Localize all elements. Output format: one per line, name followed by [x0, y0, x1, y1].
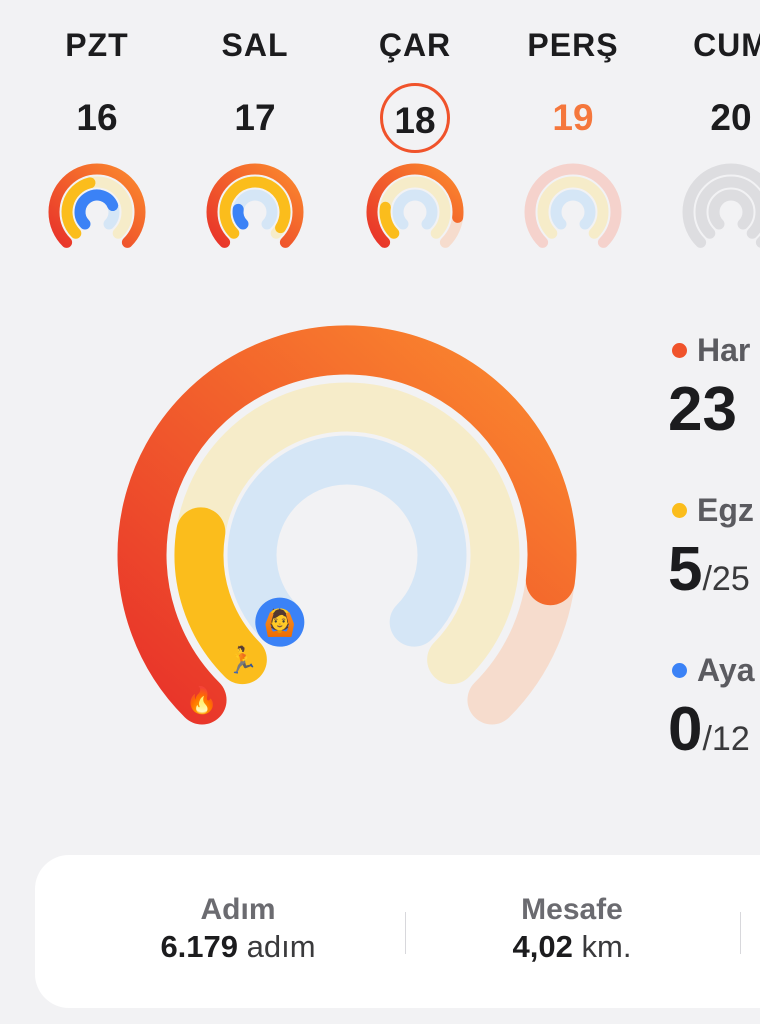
metric-label: Aya [697, 651, 755, 688]
metric-goal: /12 [702, 720, 750, 758]
exercise-ring-progress [219, 176, 291, 239]
day-number-selected: 18 [380, 83, 450, 153]
flame-icon: 🔥 [186, 685, 218, 716]
metric-label: Har [697, 331, 751, 368]
running-person-icon: 🏃 [226, 645, 258, 676]
svg-text:🔥: 🔥 [186, 685, 218, 716]
stand-ring-track [227, 435, 467, 647]
exercise-ring-progress [174, 507, 267, 685]
metric-goal: /25 [702, 560, 750, 598]
day-monday[interactable]: PZT 16 [27, 25, 167, 153]
divider [405, 912, 406, 954]
daily-activity-rings [48, 163, 760, 248]
day-ring-19[interactable] [524, 163, 622, 248]
distance-unit: km. [581, 929, 632, 964]
stand-ring-track [550, 189, 596, 230]
move-ring-progress [366, 163, 464, 248]
day-friday[interactable]: CUM 20 [661, 25, 760, 153]
day-name: PZT [65, 27, 129, 63]
exercise-ring-track [695, 176, 760, 239]
stand-ring-track [708, 189, 754, 230]
metric-exercise[interactable]: Egz 5/25 [668, 490, 760, 650]
divider [740, 912, 741, 954]
activity-rings-main: 🔥 🏃🙆 [117, 325, 577, 725]
steps-stat[interactable]: Adım 6.179 adım [88, 893, 388, 965]
exercise-ring-track [537, 176, 609, 239]
stand-dot-icon [672, 662, 687, 678]
day-number: 17 [234, 97, 276, 138]
standing-person-icon: 🙆 [255, 598, 304, 647]
day-ring-20[interactable] [682, 163, 760, 248]
svg-text:🙆: 🙆 [264, 607, 296, 638]
move-ring-track [524, 163, 622, 248]
exercise-dot-icon [672, 502, 687, 518]
steps-title: Adım [200, 893, 276, 926]
move-ring-progress [48, 163, 146, 248]
svg-text:🏃: 🏃 [226, 645, 258, 676]
metrics-panel: Har 23 Egz 5/25 Aya 0/12 [668, 330, 760, 810]
distance-stat[interactable]: Mesafe 4,02 km. [422, 893, 722, 965]
day-wednesday[interactable]: ÇAR 18 [345, 25, 485, 153]
distance-value: 4,02 [512, 929, 573, 964]
summary-card: Adım 6.179 adım Mesafe 4,02 km. [35, 855, 760, 1008]
stand-ring-track [392, 189, 438, 230]
steps-unit: adım [246, 929, 316, 964]
day-ring-16[interactable] [48, 163, 146, 248]
metric-label: Egz [697, 491, 754, 528]
metric-value: 23 [668, 375, 737, 444]
move-ring-progress [117, 325, 577, 725]
move-dot-icon [672, 342, 687, 358]
steps-value: 6.179 [160, 929, 239, 964]
day-number: 20 [710, 97, 752, 138]
day-name: SAL [221, 27, 289, 63]
day-ring-17[interactable] [206, 163, 304, 248]
day-tuesday[interactable]: SAL 17 [185, 25, 325, 153]
stand-ring-progress [74, 189, 119, 230]
day-name: ÇAR [378, 27, 452, 63]
move-ring-track [682, 163, 760, 248]
metric-value: 0 [668, 695, 703, 764]
day-ring-18[interactable] [366, 163, 464, 248]
metric-move[interactable]: Har 23 [668, 330, 760, 490]
day-number: 16 [76, 97, 118, 138]
day-number: 19 [552, 97, 594, 138]
stand-ring-progress [232, 203, 249, 230]
day-name: CUM [693, 27, 760, 63]
distance-title: Mesafe [521, 893, 623, 926]
exercise-ring-progress [379, 201, 400, 239]
move-ring-progress [206, 163, 304, 248]
day-name: PERŞ [527, 27, 619, 63]
metric-stand[interactable]: Aya 0/12 [668, 650, 760, 810]
day-thursday[interactable]: PERŞ 19 [503, 25, 643, 153]
metric-value: 5 [668, 535, 703, 604]
exercise-ring-progress [61, 177, 96, 239]
